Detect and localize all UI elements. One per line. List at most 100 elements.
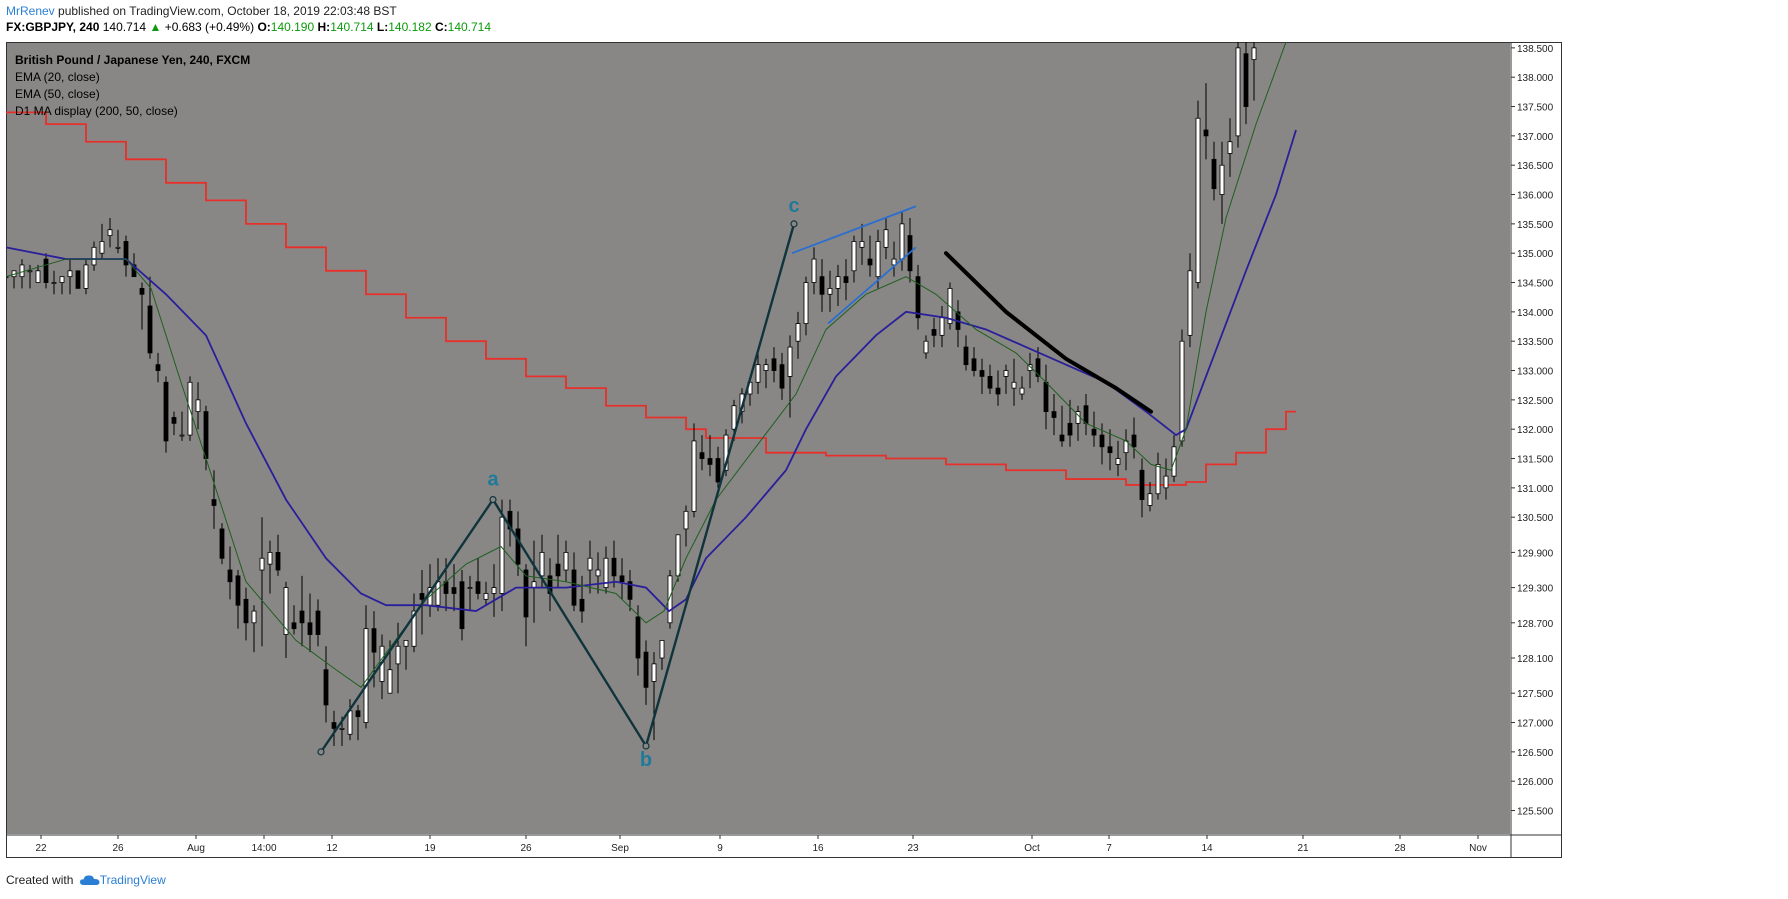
candle-body xyxy=(123,241,129,266)
candle-body xyxy=(715,458,721,483)
candle-body xyxy=(1187,270,1193,336)
tradingview-brand-link[interactable]: TradingView xyxy=(99,873,166,887)
candle xyxy=(59,276,65,295)
candle xyxy=(243,587,249,641)
chart-frame xyxy=(6,42,1562,858)
candle xyxy=(755,352,761,394)
candle-body xyxy=(1211,158,1217,190)
candle-body xyxy=(1243,53,1249,107)
candle-body xyxy=(203,411,209,459)
candle-body xyxy=(1139,469,1145,500)
x-tick-label: 14 xyxy=(1201,843,1213,854)
candle-body xyxy=(563,551,569,571)
candle-body xyxy=(75,270,81,289)
candle-body xyxy=(475,581,481,594)
candle-body xyxy=(1011,381,1017,389)
x-tick-label: 9 xyxy=(717,843,723,854)
candle-body xyxy=(147,305,153,354)
pattern-point xyxy=(790,220,798,228)
candle-body xyxy=(635,616,641,659)
candle xyxy=(1051,394,1057,436)
candle-body xyxy=(787,346,793,377)
candle-body xyxy=(1019,387,1025,395)
x-tick-label: 23 xyxy=(907,843,919,854)
x-tick-label: 16 xyxy=(812,843,824,854)
legend-ema20[interactable]: EMA (20, close) xyxy=(15,70,100,84)
candle xyxy=(1187,253,1193,348)
candle xyxy=(1107,429,1113,471)
candle xyxy=(795,311,801,359)
candle xyxy=(891,241,897,277)
last-price: 140.714 xyxy=(102,20,147,34)
candle-body xyxy=(555,563,561,577)
y-tick-label: 135.000 xyxy=(1517,249,1554,260)
candle-body xyxy=(315,610,321,635)
candle-body xyxy=(1203,129,1209,137)
candle xyxy=(267,540,273,594)
candle-body xyxy=(667,575,673,624)
candle-body xyxy=(267,551,273,565)
candle xyxy=(195,382,201,430)
candle xyxy=(355,704,361,741)
open-label: O: xyxy=(257,20,271,34)
candle-body xyxy=(395,645,401,665)
candle-body xyxy=(363,628,369,723)
candle-body xyxy=(483,593,489,600)
author-link[interactable]: MrRenev xyxy=(6,4,55,18)
candle-body xyxy=(619,575,625,583)
footer: Created with TradingView xyxy=(6,873,166,887)
candle-body xyxy=(1059,434,1065,442)
candle xyxy=(819,259,825,312)
price-axis[interactable] xyxy=(1511,42,1561,834)
candle xyxy=(163,376,169,453)
candle xyxy=(283,581,289,658)
candle-body xyxy=(419,593,425,600)
candle xyxy=(811,247,817,295)
candle-body xyxy=(1043,381,1049,412)
candle xyxy=(1091,411,1097,447)
candle xyxy=(467,575,473,612)
candle-body xyxy=(411,610,417,647)
wave-label-a: a xyxy=(487,469,499,491)
legend-ema50[interactable]: EMA (50, close) xyxy=(15,87,100,101)
tradingview-logo-icon[interactable] xyxy=(79,874,100,886)
candle-body xyxy=(1195,117,1201,283)
time-axis[interactable] xyxy=(6,835,1562,858)
candle xyxy=(515,511,521,576)
candle-body xyxy=(515,528,521,565)
price-chart[interactable]: a b c 138.500 138.000 137.500 137.000 136.500 1… xyxy=(6,42,1782,868)
x-tick-label: 26 xyxy=(520,843,532,854)
candle-body xyxy=(347,710,353,735)
candle xyxy=(779,352,785,400)
y-tick-label: 136.000 xyxy=(1517,191,1554,202)
candle xyxy=(923,335,929,359)
candle xyxy=(43,253,49,289)
candle xyxy=(307,593,313,653)
candle-body xyxy=(771,358,777,371)
candle-body xyxy=(939,317,945,336)
candle xyxy=(459,570,465,641)
candle-body xyxy=(467,587,473,589)
candle-body xyxy=(19,264,25,278)
candle-body xyxy=(691,440,697,512)
candle xyxy=(611,540,617,588)
candle-body xyxy=(403,640,409,647)
ema20-line xyxy=(6,42,1287,689)
candle xyxy=(1011,358,1017,406)
abc-pattern-line xyxy=(320,223,796,753)
candle-body xyxy=(451,587,457,594)
candle xyxy=(1227,118,1233,177)
candle xyxy=(1139,458,1145,518)
x-tick-label: 26 xyxy=(112,843,124,854)
publish-info: MrRenev published on TradingView.com, Oc… xyxy=(6,4,397,18)
candle xyxy=(595,552,601,594)
candle xyxy=(155,352,161,383)
candle xyxy=(299,575,305,647)
candle xyxy=(1003,364,1009,394)
y-tick-label: 130.500 xyxy=(1517,513,1554,524)
created-with-text: Created with xyxy=(6,873,74,887)
legend-ma[interactable]: D1 MA display (200, 50, close) xyxy=(15,104,178,118)
candle xyxy=(139,282,145,330)
candle xyxy=(555,534,561,588)
candle xyxy=(323,646,329,723)
